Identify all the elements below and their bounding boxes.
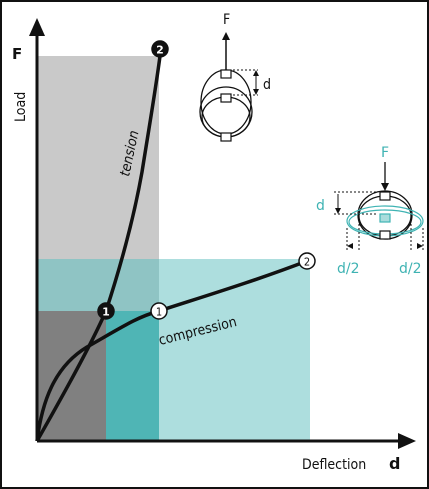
- tension-marker-1: 1: [97, 302, 115, 320]
- y-axis-label: Load: [13, 92, 29, 122]
- compression-inset: F d d/2 d/2: [316, 145, 424, 277]
- y-axis-symbol: F: [12, 45, 22, 63]
- svg-text:1: 1: [156, 306, 162, 319]
- tension-curve: [35, 55, 162, 442]
- compression-marker-2: 2: [298, 252, 316, 270]
- tension-inset: F d: [199, 12, 271, 142]
- compression-inset-force-label: F: [381, 145, 389, 161]
- y-axis-arrow: [29, 18, 45, 36]
- svg-text:1: 1: [102, 306, 110, 319]
- tension-force-arrow: [222, 32, 230, 40]
- compression-force-arrow: [381, 183, 389, 191]
- svg-text:2: 2: [304, 256, 310, 269]
- compression-marker-1: 1: [150, 302, 168, 320]
- compression-inset-half-left: d/2: [337, 261, 360, 277]
- svg-text:2: 2: [156, 44, 164, 57]
- x-axis-arrow: [398, 433, 416, 449]
- compression-inset-deflection-label: d: [316, 198, 325, 214]
- x-axis-label: Deflection: [302, 457, 366, 473]
- tension-marker-2: 2: [151, 40, 169, 58]
- x-axis-symbol: d: [389, 454, 400, 473]
- tension-inset-force-label: F: [223, 12, 230, 28]
- compression-curve: [35, 259, 308, 442]
- compression-inset-half-right: d/2: [399, 261, 422, 277]
- tension-inset-deflection-label: d: [263, 77, 271, 93]
